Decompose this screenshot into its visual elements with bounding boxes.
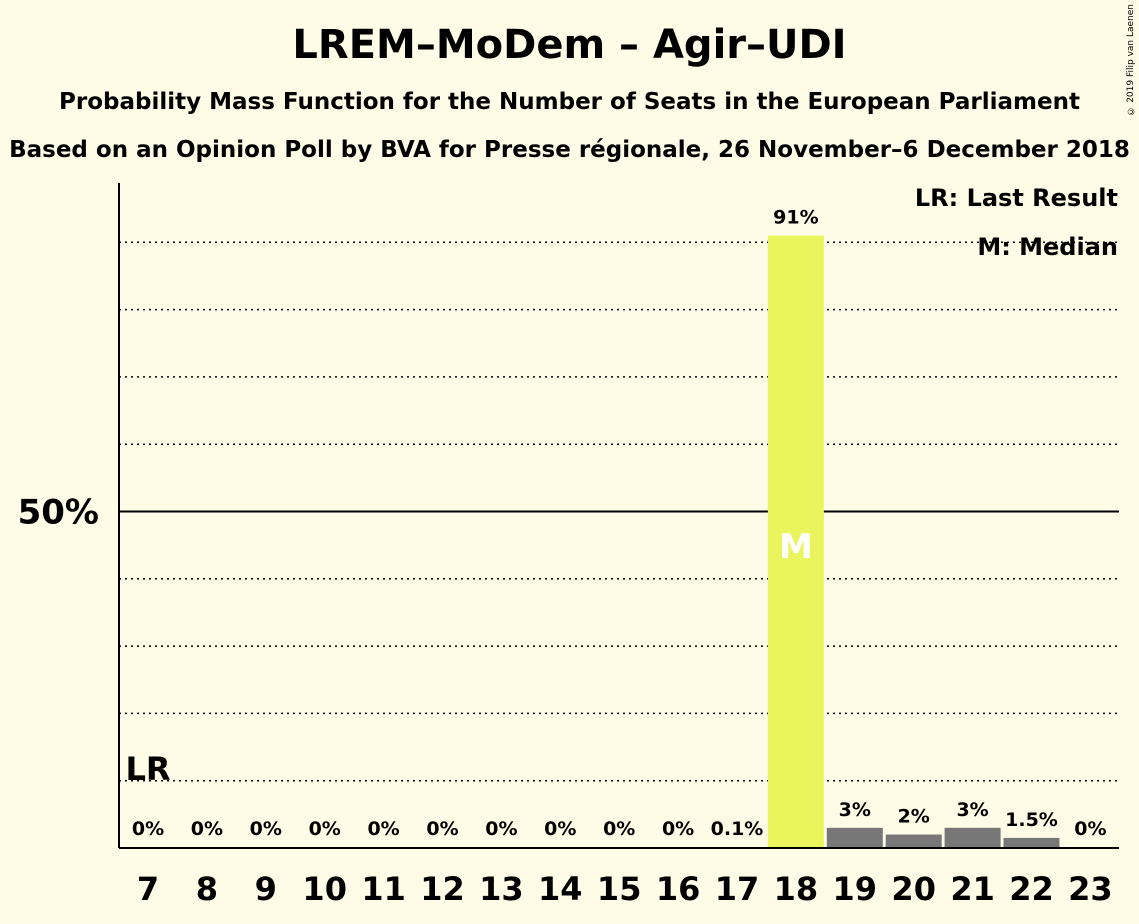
x-tick-label-23: 23 <box>1068 870 1113 908</box>
data-label-8: 0% <box>191 818 223 840</box>
legend-last-result: LR: Last Result <box>914 184 1118 212</box>
chart-source-subtitle: Based on an Opinion Poll by BVA for Pres… <box>9 137 1130 163</box>
x-tick-label-15: 15 <box>597 870 642 908</box>
bar-19 <box>826 827 883 848</box>
x-tick-label-9: 9 <box>255 870 277 908</box>
data-label-18: 91% <box>773 207 818 229</box>
x-tick-label-21: 21 <box>950 870 995 908</box>
data-label-16: 0% <box>662 818 694 840</box>
median-marker: M <box>779 527 813 567</box>
x-tick-label-8: 8 <box>196 870 218 908</box>
data-label-13: 0% <box>485 818 517 840</box>
x-tick-label-13: 13 <box>479 870 524 908</box>
x-tick-label-19: 19 <box>833 870 878 908</box>
data-label-20: 2% <box>898 806 930 828</box>
bar-22 <box>1003 837 1060 848</box>
data-label-17: 0.1% <box>711 818 764 840</box>
x-tick-label-18: 18 <box>774 870 819 908</box>
bar-20 <box>885 834 942 848</box>
data-label-23: 0% <box>1074 818 1106 840</box>
data-label-15: 0% <box>603 818 635 840</box>
data-label-14: 0% <box>544 818 576 840</box>
x-tick-label-12: 12 <box>420 870 465 908</box>
chart-subtitle: Probability Mass Function for the Number… <box>59 89 1080 115</box>
bar-18 <box>767 235 824 848</box>
y-tick-label: 50% <box>18 493 99 533</box>
data-label-11: 0% <box>367 818 399 840</box>
x-tick-label-10: 10 <box>302 870 347 908</box>
data-label-7: 0% <box>132 818 164 840</box>
x-tick-label-7: 7 <box>137 870 159 908</box>
x-tick-label-22: 22 <box>1009 870 1054 908</box>
data-label-10: 0% <box>309 818 341 840</box>
last-result-marker: LR <box>125 750 170 788</box>
data-label-22: 1.5% <box>1005 809 1058 831</box>
data-label-19: 3% <box>839 799 871 821</box>
legend-median: M: Median <box>977 233 1118 261</box>
x-tick-label-20: 20 <box>891 870 936 908</box>
x-tick-label-16: 16 <box>656 870 701 908</box>
x-tick-label-14: 14 <box>538 870 583 908</box>
bar-21 <box>944 827 1001 848</box>
data-label-9: 0% <box>250 818 282 840</box>
chart-title: LREM–MoDem – Agir–UDI <box>292 22 847 68</box>
x-tick-label-17: 17 <box>715 870 760 908</box>
x-tick-label-11: 11 <box>361 870 406 908</box>
data-label-21: 3% <box>956 799 988 821</box>
data-label-12: 0% <box>426 818 458 840</box>
